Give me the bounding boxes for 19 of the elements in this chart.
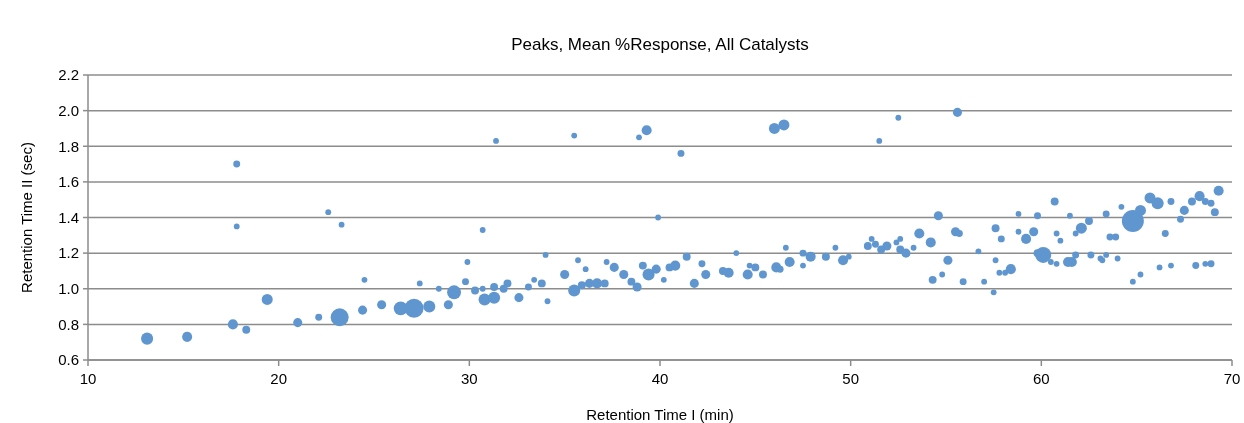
x-tick-label: 10	[79, 370, 97, 387]
x-tick-label: 30	[460, 370, 478, 387]
chart-title: Peaks, Mean %Response, All Catalysts	[511, 35, 809, 54]
y-tick-label: 2.0	[58, 101, 79, 119]
y-axis-title: Retention Time II (sec)	[18, 142, 35, 293]
x-tick-label: 40	[651, 370, 669, 387]
y-tick-label: 1.4	[58, 208, 79, 226]
y-tick-label: 0.8	[58, 315, 79, 333]
y-tick-label: 1.2	[58, 244, 79, 262]
y-tick-label: 1.0	[58, 280, 79, 297]
x-axis-title: Retention Time I (min)	[586, 406, 734, 423]
y-tick-label: 0.6	[58, 351, 79, 369]
x-tick-label: 70	[1223, 370, 1241, 387]
x-tick-label: 50	[842, 370, 860, 387]
y-tick-label: 1.8	[58, 137, 79, 155]
y-tick-label: 1.6	[58, 173, 79, 191]
y-tick-label: 2.2	[58, 66, 79, 84]
x-tick-label: 60	[1032, 370, 1050, 387]
x-tick-label: 20	[270, 370, 288, 387]
